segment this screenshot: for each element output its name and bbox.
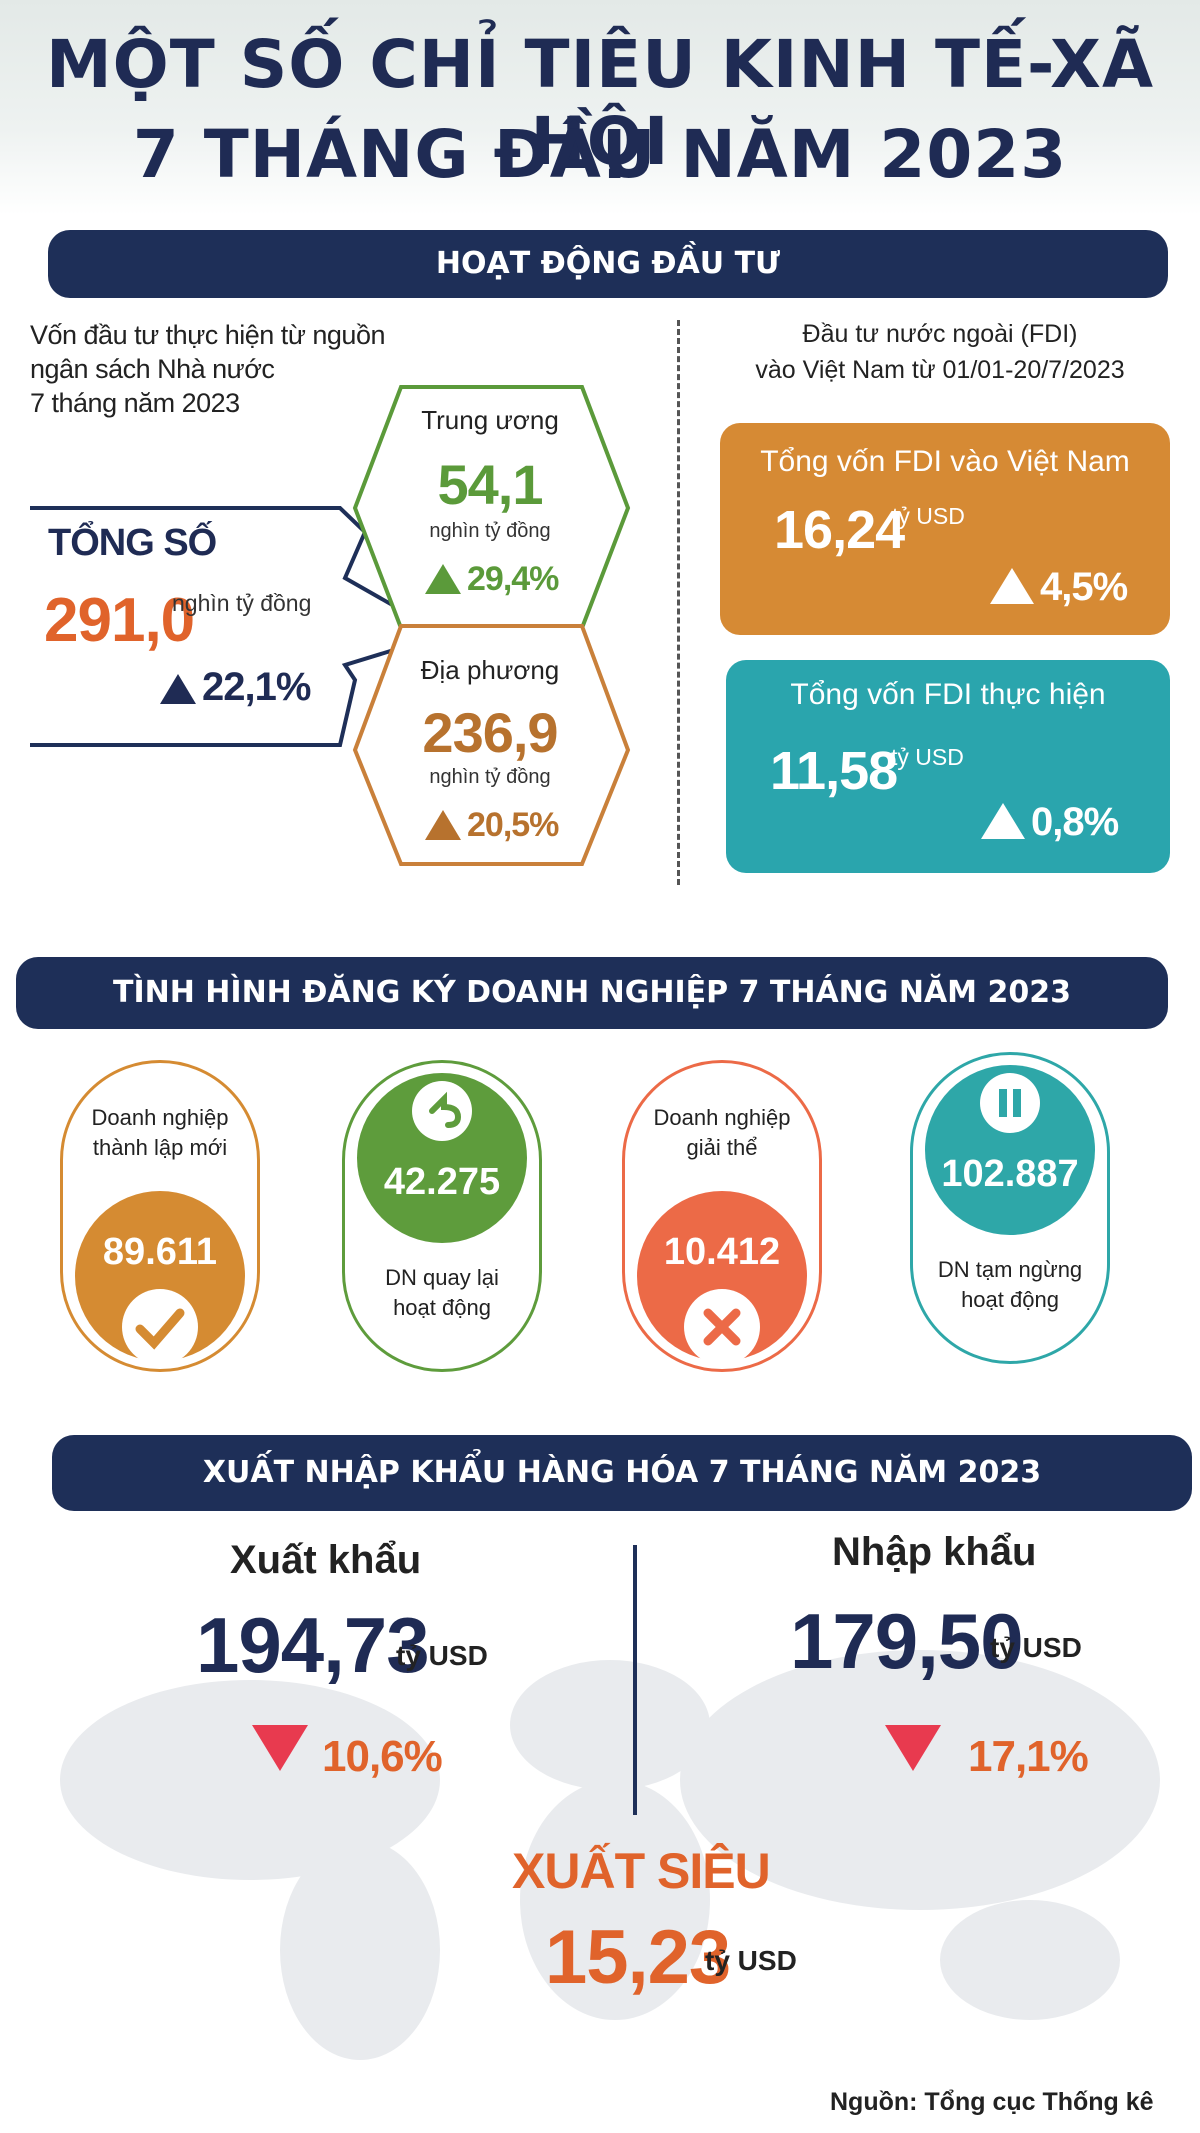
central-unit: nghìn tỷ đồng <box>429 520 551 542</box>
surplus-label: XUẤT SIÊU <box>512 1843 771 1899</box>
fdi-realized-unit: tỷ USD <box>891 744 964 770</box>
down-arrow-icon <box>885 1725 941 1776</box>
export-unit: tỷ USD <box>396 1640 488 1671</box>
trade-divider <box>633 1545 637 1815</box>
hexagon-diagram <box>30 385 631 866</box>
investment-caption: Vốn đầu tư thực hiện từ nguồn ngân sách … <box>30 318 450 420</box>
business-card-new: Doanh nghiệp thành lập mới 89.611 <box>60 1060 260 1372</box>
fdi-realized-change: 0,8% <box>981 800 1119 845</box>
card-value: 89.611 <box>102 1231 218 1273</box>
fdi-realized-change-value: 0,8% <box>1031 800 1119 844</box>
local-label: Địa phương <box>420 655 560 685</box>
fdi-realized-card: Tổng vốn FDI thực hiện 11,58 tỷ USD 0,8% <box>726 660 1170 873</box>
card-label-line: Doanh nghiệp <box>653 1105 791 1130</box>
central-value: 54,1 <box>437 453 544 516</box>
central-change-value: 29,4% <box>467 560 559 598</box>
total-change-value: 22,1% <box>202 665 311 709</box>
total-label: TỔNG SỐ <box>48 522 217 564</box>
surplus-value: 15,23 <box>545 1915 731 2000</box>
export-value: 194,73 <box>196 1601 430 1689</box>
local-change-value: 20,5% <box>467 806 559 844</box>
import-value: 179,50 <box>790 1597 1024 1685</box>
import-unit: tỷ USD <box>990 1632 1082 1663</box>
world-map-background <box>40 1640 1180 2060</box>
header: MỘT SỐ CHỈ TIÊU KINH TẾ-XÃ HỘI 7 THÁNG Đ… <box>0 0 1200 215</box>
close-icon <box>684 1289 760 1365</box>
card-label-line: DN quay lại <box>385 1265 499 1290</box>
trade-banner: XUẤT NHẬP KHẨU HÀNG HÓA 7 THÁNG NĂM 2023 <box>52 1435 1192 1511</box>
page-title-line2: 7 THÁNG ĐẦU NĂM 2023 <box>132 116 1068 193</box>
card-label-line: Doanh nghiệp <box>91 1105 229 1130</box>
card-label-line: DN tạm ngừng <box>937 1257 1083 1282</box>
map-shape <box>520 1780 710 2020</box>
fdi-realized-value: 11,58 <box>770 741 898 801</box>
import-label: Nhập khẩu <box>832 1530 1037 1574</box>
surplus-unit: tỷ USD <box>705 1945 797 1976</box>
export-change: 10,6% <box>322 1732 443 1781</box>
pause-icon <box>980 1073 1040 1133</box>
card-label-line: giải thể <box>686 1135 758 1160</box>
map-shape <box>680 1650 1160 1910</box>
central-label: Trung ương <box>421 405 559 435</box>
business-card-dissolved: Doanh nghiệp giải thể 10.412 <box>622 1060 822 1372</box>
up-arrow-icon <box>981 803 1025 839</box>
fdi-total-change-value: 4,5% <box>1040 565 1128 609</box>
fdi-caption: Đầu tư nước ngoài (FDI) vào Việt Nam từ … <box>700 316 1180 388</box>
map-shape <box>940 1900 1120 2020</box>
caption-line: Đầu tư nước ngoài (FDI) <box>802 320 1078 348</box>
up-arrow-icon <box>990 568 1034 604</box>
caption-line: Vốn đầu tư thực hiện từ nguồn <box>30 320 385 350</box>
map-shape <box>510 1660 710 1790</box>
caption-line: 7 tháng năm 2023 <box>30 388 240 418</box>
central-change: 29,4% <box>425 560 559 599</box>
fdi-total-change: 4,5% <box>990 565 1128 610</box>
local-change: 20,5% <box>425 806 559 845</box>
fdi-total-unit: tỷ USD <box>892 503 965 529</box>
fdi-total-label: Tổng vốn FDI vào Việt Nam <box>760 445 1130 478</box>
card-value: 10.412 <box>663 1231 781 1273</box>
down-arrow-icon <box>252 1725 308 1776</box>
business-banner: TÌNH HÌNH ĐĂNG KÝ DOANH NGHIỆP 7 THÁNG N… <box>16 957 1168 1029</box>
local-value: 236,9 <box>422 701 558 764</box>
export-label: Xuất khẩu <box>230 1538 422 1582</box>
import-change: 17,1% <box>968 1732 1089 1781</box>
up-arrow-icon <box>160 674 196 704</box>
card-label: Doanh nghiệp thành lập mới <box>63 1103 257 1163</box>
source-note: Nguồn: Tổng cục Thống kê <box>830 2088 1154 2116</box>
card-circle: 42.275 <box>357 1073 527 1243</box>
total-change: 22,1% <box>160 665 311 710</box>
business-card-returned: 42.275 DN quay lại hoạt động <box>342 1060 542 1372</box>
card-label-line: hoạt động <box>961 1287 1059 1312</box>
check-icon <box>122 1289 198 1365</box>
total-value: 291,0 <box>44 586 195 655</box>
fdi-total-value: 16,24 <box>774 500 905 560</box>
card-value: 102.887 <box>941 1153 1079 1195</box>
card-label: Doanh nghiệp giải thể <box>625 1103 819 1163</box>
card-label: DN tạm ngừng hoạt động <box>913 1255 1107 1315</box>
card-label-line: hoạt động <box>393 1295 491 1320</box>
local-hexagon <box>352 624 631 866</box>
up-arrow-icon <box>425 564 461 594</box>
card-circle: 10.412 <box>637 1191 807 1365</box>
total-unit: nghìn tỷ đồng <box>172 590 312 616</box>
return-icon <box>412 1081 472 1141</box>
map-shape <box>280 1840 440 2060</box>
caption-line: vào Việt Nam từ 01/01-20/7/2023 <box>755 356 1125 384</box>
caption-line: ngân sách Nhà nước <box>30 354 275 384</box>
fdi-realized-label: Tổng vốn FDI thực hiện <box>790 678 1106 711</box>
card-value: 42.275 <box>383 1161 501 1203</box>
fdi-total-card: Tổng vốn FDI vào Việt Nam 16,24 tỷ USD 4… <box>720 423 1170 635</box>
investment-banner: HOẠT ĐỘNG ĐẦU TƯ <box>48 230 1168 298</box>
up-arrow-icon <box>425 810 461 840</box>
card-label-line: thành lập mới <box>92 1135 228 1160</box>
card-circle: 89.611 <box>75 1191 245 1365</box>
business-card-paused: 102.887 DN tạm ngừng hoạt động <box>910 1052 1110 1364</box>
card-label: DN quay lại hoạt động <box>345 1263 539 1323</box>
local-unit: nghìn tỷ đồng <box>429 766 551 788</box>
section-divider <box>677 320 680 885</box>
page-title-line1: MỘT SỐ CHỈ TIÊU KINH TẾ-XÃ HỘI <box>45 26 1155 180</box>
card-circle: 102.887 <box>925 1065 1095 1235</box>
